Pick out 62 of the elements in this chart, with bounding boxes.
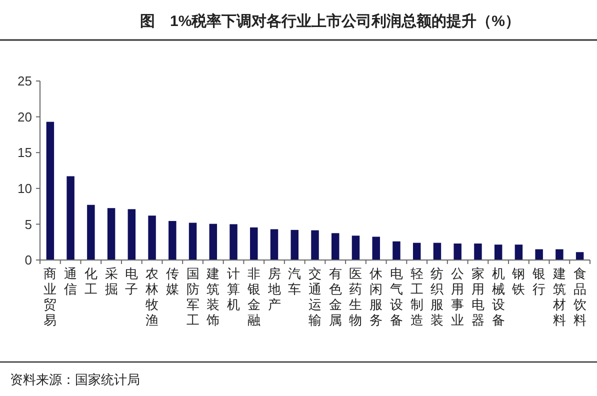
- bar: [148, 216, 156, 260]
- bar: [168, 220, 176, 260]
- x-tick-label: 家用电器: [471, 266, 484, 328]
- x-tick-label: 建筑装饰: [206, 266, 220, 328]
- bar: [352, 236, 360, 260]
- x-tick-label: 电子: [125, 266, 138, 296]
- bar: [250, 227, 258, 260]
- x-tick-label: 建筑材料: [552, 266, 566, 328]
- bar: [46, 122, 54, 260]
- y-tick-label: 10: [18, 180, 32, 196]
- y-tick-label: 25: [18, 74, 32, 89]
- text: 资料来源：国家统计局: [10, 372, 140, 387]
- bar: [209, 224, 218, 260]
- bar: [576, 252, 584, 260]
- chart-title: 图 1%税率下调对各行业上市公司利润总额的提升（%）: [140, 12, 520, 30]
- bar: [311, 230, 319, 260]
- y-tick-label: 5: [24, 216, 32, 232]
- x-tick-label: 传媒: [166, 266, 179, 296]
- bar: [535, 249, 543, 260]
- x-tick-label: 食品饮料: [572, 266, 586, 328]
- y-tick-label: 0: [24, 252, 32, 268]
- bar: [332, 233, 340, 260]
- x-tick-label: 交通运输: [308, 266, 322, 328]
- x-tick-label: 通信: [64, 266, 78, 296]
- x-tick-label: 有色金属: [328, 266, 342, 328]
- x-tick-label: 非银金融: [246, 266, 260, 328]
- bar: [87, 204, 95, 260]
- x-tick-label: 银行: [532, 266, 546, 296]
- x-tick-label: 房地产: [266, 266, 281, 312]
- bar: [514, 244, 523, 260]
- x-tick-label: 化工: [84, 266, 98, 296]
- x-tick-label: 医药生物: [349, 266, 362, 328]
- bar: [412, 242, 421, 260]
- x-tick-label: 国防军工: [186, 266, 200, 328]
- bar: [372, 236, 380, 260]
- bar: [454, 244, 462, 260]
- bar: [66, 176, 74, 260]
- x-tick-label: 采掘: [104, 266, 118, 296]
- bar: [188, 222, 197, 260]
- x-tick-label: 农林牧渔: [144, 266, 159, 328]
- x-tick-label: 公用事业: [451, 266, 464, 328]
- x-tick-label: 纺织服装: [430, 266, 444, 328]
- x-tick-label: 钢铁: [511, 266, 526, 296]
- x-tick-label: 机械设备: [492, 266, 505, 328]
- bar: [494, 244, 502, 260]
- x-tick-label: 商业贸易: [44, 266, 57, 328]
- bar: [433, 242, 442, 260]
- bar: [392, 241, 400, 260]
- bar: [128, 209, 136, 260]
- bar: [290, 230, 298, 260]
- x-tick-label: 轻工制造: [410, 266, 424, 328]
- x-tick-label: 汽车: [288, 266, 302, 296]
- bar: [230, 224, 238, 260]
- bar: [556, 249, 564, 260]
- bar: [270, 229, 278, 260]
- y-tick-label: 20: [18, 109, 32, 124]
- x-tick-label: 休闲服务: [370, 266, 383, 328]
- bar: [474, 244, 482, 260]
- x-tick-label: 电气设备: [390, 266, 403, 328]
- y-tick-label: 15: [18, 145, 32, 160]
- bar: [107, 208, 116, 260]
- x-tick-label: 计算机: [227, 266, 240, 312]
